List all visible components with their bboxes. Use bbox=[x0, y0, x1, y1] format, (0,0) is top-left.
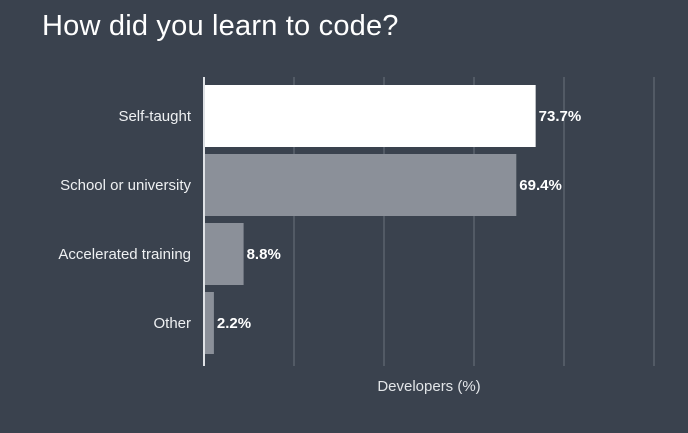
value-label: 2.2% bbox=[217, 315, 251, 332]
bar-accelerated-training bbox=[204, 223, 244, 285]
x-axis-title: Developers (%) bbox=[377, 378, 480, 395]
bars bbox=[204, 85, 536, 354]
category-label: Other bbox=[153, 315, 191, 332]
bar-other bbox=[204, 292, 214, 354]
labels: Self-taught 73.7% School or university 69.4… bbox=[58, 108, 581, 332]
value-label: 8.8% bbox=[247, 246, 281, 263]
category-label: Self-taught bbox=[118, 108, 191, 125]
value-label: 69.4% bbox=[519, 177, 562, 194]
category-label: Accelerated training bbox=[58, 246, 191, 263]
value-label: 73.7% bbox=[539, 108, 582, 125]
category-label: School or university bbox=[60, 177, 191, 194]
bar-self-taught bbox=[204, 85, 536, 147]
chart-title: How did you learn to code? bbox=[42, 10, 399, 42]
bar-school-or-university bbox=[204, 154, 517, 216]
